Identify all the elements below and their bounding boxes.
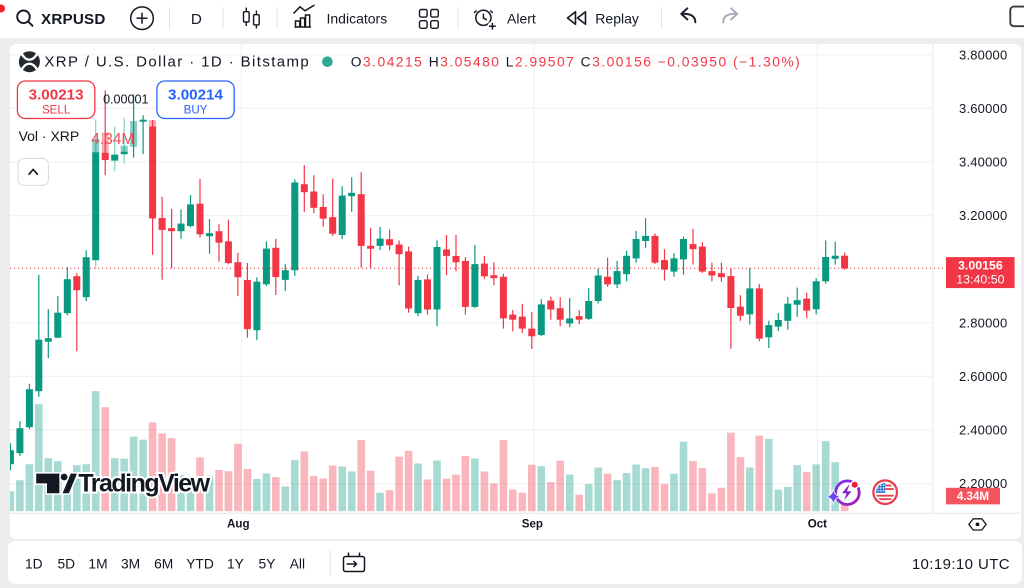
- svg-text:Replay: Replay: [595, 10, 639, 26]
- svg-text:Oct: Oct: [807, 518, 826, 530]
- svg-text:0.00001: 0.00001: [103, 92, 148, 106]
- svg-text:2.80000: 2.80000: [959, 315, 1007, 330]
- svg-text:5D: 5D: [57, 557, 75, 572]
- svg-text:Alert: Alert: [507, 10, 536, 26]
- svg-text:10:19:10 UTC: 10:19:10 UTC: [912, 556, 1010, 573]
- svg-text:YTD: YTD: [186, 557, 214, 572]
- svg-text:3.40000: 3.40000: [959, 154, 1007, 169]
- svg-text:All: All: [290, 557, 305, 572]
- svg-text:6M: 6M: [154, 557, 173, 572]
- svg-text:3M: 3M: [121, 557, 140, 572]
- svg-text:SELL: SELL: [42, 104, 71, 116]
- svg-text:Indicators: Indicators: [327, 10, 388, 26]
- svg-text:3.00214: 3.00214: [168, 86, 223, 103]
- svg-text:5Y: 5Y: [259, 557, 276, 572]
- svg-text:BUY: BUY: [183, 104, 207, 116]
- svg-text:2.40000: 2.40000: [959, 422, 1007, 437]
- svg-text:2.60000: 2.60000: [959, 369, 1007, 384]
- svg-text:3.20000: 3.20000: [959, 208, 1007, 223]
- svg-text:4.34M: 4.34M: [956, 491, 988, 503]
- svg-text:13:40:50: 13:40:50: [956, 272, 1004, 286]
- svg-text:1M: 1M: [88, 557, 107, 572]
- svg-text:O3.04215 H3.05480 L2.99507 C3.: O3.04215 H3.05480 L2.99507 C3.00156 −0.0…: [350, 54, 800, 69]
- svg-text:XRPUSD: XRPUSD: [41, 11, 106, 28]
- svg-text:3.60000: 3.60000: [959, 101, 1007, 116]
- svg-text:D: D: [191, 11, 202, 28]
- svg-text:3.80000: 3.80000: [959, 47, 1007, 62]
- svg-text:TradingView: TradingView: [78, 469, 210, 497]
- svg-text:1Y: 1Y: [227, 557, 244, 572]
- svg-text:1D: 1D: [25, 557, 43, 572]
- svg-text:3.00156: 3.00156: [958, 258, 1003, 272]
- svg-text:Vol · XRP: Vol · XRP: [18, 128, 79, 144]
- svg-text:XRP / U.S. Dollar · 1D · Bitst: XRP / U.S. Dollar · 1D · Bitstamp: [44, 53, 310, 70]
- svg-text:2.20000: 2.20000: [959, 476, 1007, 491]
- svg-text:3.00213: 3.00213: [28, 86, 83, 103]
- svg-text:Aug: Aug: [227, 518, 250, 530]
- svg-text:Sep: Sep: [521, 518, 542, 530]
- svg-text:4.34M: 4.34M: [91, 131, 134, 148]
